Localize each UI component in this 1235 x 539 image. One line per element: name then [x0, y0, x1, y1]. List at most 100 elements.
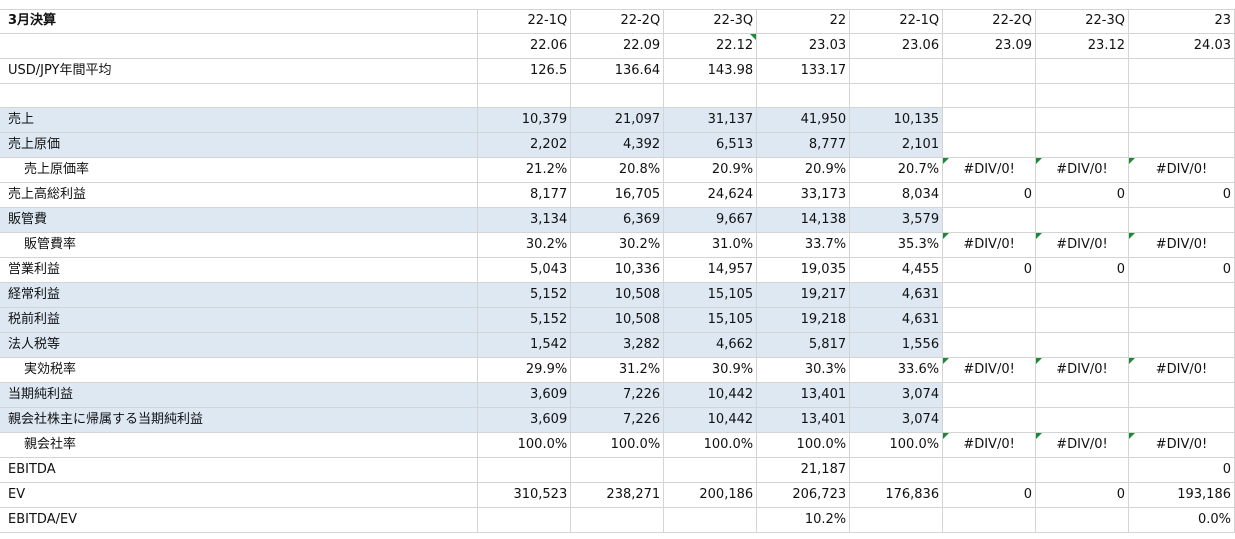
- row-label-cell[interactable]: 当期純利益: [0, 382, 479, 408]
- value-cell[interactable]: 33.6%: [849, 357, 944, 383]
- value-cell[interactable]: [942, 307, 1037, 333]
- value-cell[interactable]: [942, 507, 1037, 533]
- value-cell[interactable]: 5,043: [477, 257, 572, 283]
- value-cell[interactable]: [477, 457, 572, 483]
- value-cell[interactable]: 29.9%: [477, 357, 572, 383]
- value-cell[interactable]: [1035, 83, 1129, 108]
- value-cell[interactable]: 4,631: [849, 307, 944, 333]
- value-cell[interactable]: [1035, 507, 1129, 533]
- value-cell[interactable]: [849, 457, 944, 483]
- value-cell[interactable]: 20.8%: [570, 157, 665, 183]
- value-cell[interactable]: 30.2%: [477, 232, 572, 258]
- value-cell[interactable]: [942, 407, 1037, 433]
- date-header-cell[interactable]: 23.09: [942, 33, 1037, 59]
- value-cell[interactable]: [1035, 132, 1129, 158]
- value-cell[interactable]: 5,152: [477, 282, 572, 308]
- row-label-cell[interactable]: 実効税率: [0, 357, 479, 383]
- value-cell[interactable]: 10,508: [570, 282, 665, 308]
- value-cell[interactable]: [1128, 407, 1235, 433]
- value-cell[interactable]: 30.3%: [756, 357, 851, 383]
- period-header-cell[interactable]: 22-1Q: [849, 9, 944, 34]
- value-cell[interactable]: 100.0%: [663, 432, 758, 458]
- value-cell[interactable]: 10,336: [570, 257, 665, 283]
- row-label-cell[interactable]: EV: [0, 482, 479, 508]
- value-cell[interactable]: 206,723: [756, 482, 851, 508]
- value-cell[interactable]: [1128, 307, 1235, 333]
- value-cell[interactable]: 0: [942, 482, 1037, 508]
- value-cell[interactable]: [1035, 58, 1129, 84]
- value-cell[interactable]: 33.7%: [756, 232, 851, 258]
- value-cell[interactable]: 6,369: [570, 207, 665, 233]
- period-header-cell[interactable]: 22-3Q: [1035, 9, 1129, 34]
- value-cell[interactable]: 15,105: [663, 282, 758, 308]
- date-header-cell[interactable]: 24.03: [1128, 33, 1235, 59]
- row-label-cell[interactable]: 売上: [0, 107, 479, 133]
- period-header-cell[interactable]: 22-2Q: [570, 9, 665, 34]
- error-value-cell[interactable]: #DIV/0!: [1035, 157, 1129, 183]
- value-cell[interactable]: [1035, 407, 1129, 433]
- error-value-cell[interactable]: #DIV/0!: [942, 157, 1037, 183]
- value-cell[interactable]: 4,455: [849, 257, 944, 283]
- value-cell[interactable]: 0: [1128, 457, 1235, 483]
- fiscal-year-label-cell[interactable]: 3月決算: [0, 9, 479, 34]
- value-cell[interactable]: [1035, 382, 1129, 408]
- row-label-cell[interactable]: 法人税等: [0, 332, 479, 358]
- row-label-cell[interactable]: 営業利益: [0, 257, 479, 283]
- error-value-cell[interactable]: #DIV/0!: [1128, 432, 1235, 458]
- row-label-cell[interactable]: 親会社率: [0, 432, 479, 458]
- value-cell[interactable]: 310,523: [477, 482, 572, 508]
- value-cell[interactable]: 3,074: [849, 407, 944, 433]
- value-cell[interactable]: 1,542: [477, 332, 572, 358]
- value-cell[interactable]: 176,836: [849, 482, 944, 508]
- value-cell[interactable]: 0: [1128, 257, 1235, 283]
- value-cell[interactable]: [942, 207, 1037, 233]
- value-cell[interactable]: [942, 382, 1037, 408]
- date-header-cell[interactable]: 22.06: [477, 33, 572, 59]
- value-cell[interactable]: [849, 507, 944, 533]
- value-cell[interactable]: 24,624: [663, 182, 758, 208]
- value-cell[interactable]: 20.9%: [756, 157, 851, 183]
- value-cell[interactable]: 41,950: [756, 107, 851, 133]
- value-cell[interactable]: 10,135: [849, 107, 944, 133]
- value-cell[interactable]: [1128, 282, 1235, 308]
- value-cell[interactable]: [942, 132, 1037, 158]
- value-cell[interactable]: [1128, 83, 1235, 108]
- value-cell[interactable]: 7,226: [570, 382, 665, 408]
- value-cell[interactable]: [570, 83, 665, 108]
- value-cell[interactable]: 33,173: [756, 182, 851, 208]
- row-label-cell[interactable]: 親会社株主に帰属する当期純利益: [0, 407, 479, 433]
- value-cell[interactable]: 5,817: [756, 332, 851, 358]
- value-cell[interactable]: 3,282: [570, 332, 665, 358]
- value-cell[interactable]: 21,097: [570, 107, 665, 133]
- value-cell[interactable]: 13,401: [756, 407, 851, 433]
- error-value-cell[interactable]: #DIV/0!: [1128, 157, 1235, 183]
- value-cell[interactable]: [477, 507, 572, 533]
- row-label-cell[interactable]: 売上高総利益: [0, 182, 479, 208]
- value-cell[interactable]: 10,442: [663, 382, 758, 408]
- value-cell[interactable]: 19,218: [756, 307, 851, 333]
- value-cell[interactable]: 30.2%: [570, 232, 665, 258]
- value-cell[interactable]: 19,217: [756, 282, 851, 308]
- value-cell[interactable]: 10,379: [477, 107, 572, 133]
- value-cell[interactable]: 1,556: [849, 332, 944, 358]
- value-cell[interactable]: [849, 58, 944, 84]
- value-cell[interactable]: [1035, 332, 1129, 358]
- value-cell[interactable]: [942, 282, 1037, 308]
- value-cell[interactable]: 0: [1035, 257, 1129, 283]
- row-label-cell[interactable]: 売上原価: [0, 132, 479, 158]
- row-label-cell[interactable]: 経常利益: [0, 282, 479, 308]
- period-header-cell[interactable]: 22-1Q: [477, 9, 572, 34]
- value-cell[interactable]: 0: [1128, 182, 1235, 208]
- value-cell[interactable]: 6,513: [663, 132, 758, 158]
- date-header-cell[interactable]: 22.12: [663, 33, 758, 59]
- value-cell[interactable]: [1035, 307, 1129, 333]
- value-cell[interactable]: 136.64: [570, 58, 665, 84]
- value-cell[interactable]: [756, 83, 851, 108]
- value-cell[interactable]: [1035, 457, 1129, 483]
- value-cell[interactable]: 3,074: [849, 382, 944, 408]
- value-cell[interactable]: 15,105: [663, 307, 758, 333]
- value-cell[interactable]: 14,138: [756, 207, 851, 233]
- period-header-cell[interactable]: 22: [756, 9, 851, 34]
- period-header-cell[interactable]: 22-3Q: [663, 9, 758, 34]
- value-cell[interactable]: [942, 83, 1037, 108]
